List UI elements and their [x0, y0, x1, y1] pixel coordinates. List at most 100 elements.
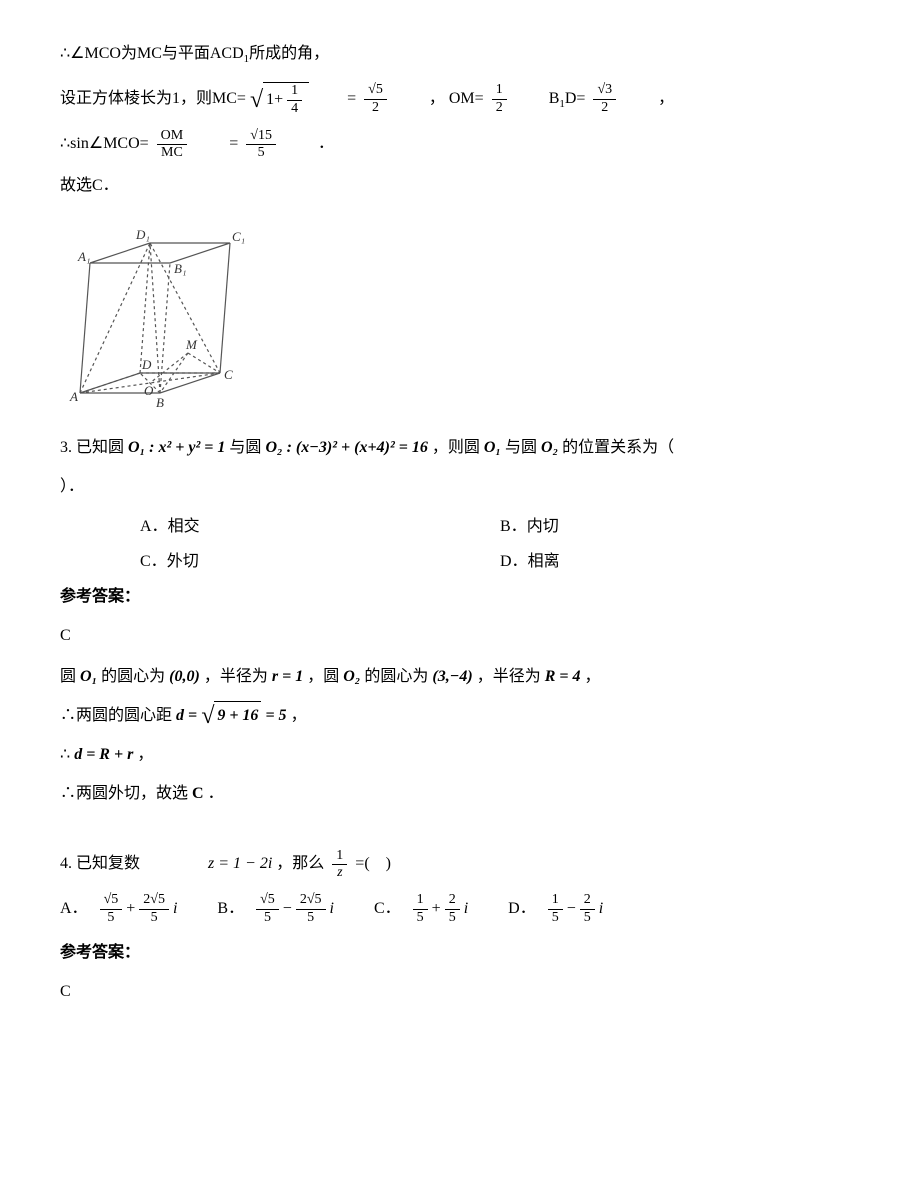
equation: : x² + y² = 1 — [149, 434, 225, 463]
text: ， — [585, 663, 601, 692]
q4-options: A． √55 + 2√55 i B． √55 − 2√55 i C． 15 + … — [60, 892, 860, 927]
equation: R = 4 — [545, 663, 581, 692]
imaginary-i: i — [599, 895, 603, 924]
point-m: M — [185, 337, 198, 352]
fraction: 2√55 — [139, 892, 169, 927]
q3-option-d[interactable]: D．相离 — [500, 548, 860, 577]
fraction: 25 — [445, 892, 460, 927]
sqrt-content: 9 + 16 — [214, 701, 261, 731]
op: + — [432, 895, 441, 924]
fraction: 2√55 — [296, 892, 326, 927]
vertex-a1: A₁ — [77, 249, 90, 264]
equation: = 5 — [265, 702, 286, 731]
circle-o2: O₂ — [343, 663, 360, 692]
fraction: √55 — [256, 892, 279, 927]
denominator: 2 — [492, 100, 507, 117]
radical-icon: √ — [201, 704, 214, 728]
point-o: O — [144, 383, 154, 398]
q3-explanation-1: 圆 O₁ 的圆心为 (0,0) ，半径为 r = 1 ，圆 O₂ 的圆心为 (3… — [60, 663, 860, 692]
text: ，那么 — [276, 850, 324, 879]
denominator: z — [333, 865, 346, 882]
option-label: D． — [508, 895, 536, 924]
q4-answer-header: 参考答案： — [60, 939, 860, 968]
cube-diagram: A B C D A₁ B₁ C₁ D₁ M O — [60, 223, 260, 413]
fraction: 1 4 — [287, 83, 302, 118]
q4-option-d[interactable]: D． 15 − 25 i — [508, 892, 603, 927]
q3-explanation-3: ∴ d = R + r ， — [60, 741, 860, 770]
denominator: 2 — [597, 100, 612, 117]
comma: ， — [658, 85, 674, 114]
option-label: C． — [374, 895, 401, 924]
q4-option-b[interactable]: B． √55 − 2√55 i — [217, 892, 334, 927]
numerator: OM — [157, 128, 188, 146]
q3-option-a[interactable]: A．相交 — [140, 513, 500, 542]
q3-options-row2: C．外切 D．相离 — [60, 548, 860, 577]
circle-o1: O₁ — [128, 434, 145, 463]
point: (3,−4) — [432, 663, 472, 692]
q3-stem: 3. 已知圆 O₁ : x² + y² = 1 与圆 O₂ : (x−3)² +… — [60, 434, 860, 463]
text: 与圆 — [505, 434, 537, 463]
q3-option-c[interactable]: C．外切 — [140, 548, 500, 577]
numerator: 1 — [332, 848, 347, 866]
text: ∴两圆的圆心距 — [60, 702, 172, 731]
equation: z = 1 − 2i — [208, 850, 272, 879]
text: =( ) — [355, 850, 391, 879]
imaginary-i: i — [464, 895, 468, 924]
fraction: OM MC — [157, 128, 188, 163]
equation: r = 1 — [272, 663, 303, 692]
fraction: 15 — [413, 892, 428, 927]
q4-option-a[interactable]: A． √55 + 2√55 i — [60, 892, 177, 927]
text: ，半径为 — [204, 663, 268, 692]
period: ． — [318, 130, 334, 159]
text: 已知圆 — [76, 434, 124, 463]
solution-line-1: ∴∠MCO为MC与平面ACD1所成的角， — [60, 40, 860, 70]
text: 的位置关系为（ — [562, 434, 674, 463]
text: ， — [137, 741, 153, 770]
circle-o1: O₁ — [484, 434, 501, 463]
fraction: √55 — [100, 892, 123, 927]
equals: = — [229, 130, 238, 159]
sqrt-expr: √ 9 + 16 — [201, 701, 261, 731]
denominator: 5 — [254, 145, 269, 162]
circle-o2: O₂ — [541, 434, 558, 463]
q4-option-c[interactable]: C． 15 + 25 i — [374, 892, 468, 927]
q3-paren-close: ）． — [60, 473, 860, 502]
equation: : (x−3)² + (x+4)² = 16 — [287, 434, 428, 463]
denominator: MC — [157, 145, 187, 162]
q3-option-b[interactable]: B．内切 — [500, 513, 860, 542]
text: 的圆心为 — [364, 663, 428, 692]
q4-stem: 4. 已知复数 z = 1 − 2i ，那么 1 z =( ) — [60, 848, 860, 883]
fraction: √3 2 — [593, 82, 616, 117]
text: ∴sin∠MCO= — [60, 130, 149, 159]
q3-answer-header: 参考答案： — [60, 583, 860, 612]
numerator: √3 — [593, 82, 616, 100]
text: ，则圆 — [432, 434, 480, 463]
text: 1+ — [266, 86, 283, 115]
vertex-a: A — [69, 389, 78, 404]
solution-line-3: ∴sin∠MCO= OM MC = √15 5 ． — [60, 128, 860, 163]
vertex-d: D — [141, 357, 152, 372]
equals: = — [347, 85, 356, 114]
numerator: 1 — [287, 83, 302, 101]
text: OM= — [449, 85, 484, 114]
numerator: √15 — [246, 128, 276, 146]
equation: d = R + r — [74, 741, 133, 770]
text: ∴ — [60, 741, 70, 770]
fraction: 25 — [580, 892, 595, 927]
text: ， — [291, 702, 307, 731]
text: ． — [208, 780, 224, 809]
text: ，半径为 — [477, 663, 541, 692]
op: − — [567, 895, 576, 924]
imaginary-i: i — [330, 895, 334, 924]
text: 的圆心为 — [101, 663, 165, 692]
solution-conclusion: 故选C． — [60, 172, 860, 201]
fraction: 15 — [548, 892, 563, 927]
equation: d = — [176, 702, 197, 731]
numerator: 1 — [492, 82, 507, 100]
denominator: 4 — [287, 101, 302, 118]
sqrt-content: 1+ 1 4 — [263, 82, 309, 118]
fraction: 1 2 — [492, 82, 507, 117]
vertex-c1: C₁ — [232, 229, 245, 244]
denominator: 2 — [368, 100, 383, 117]
text: 设正方体棱长为1，则MC= — [60, 85, 246, 114]
